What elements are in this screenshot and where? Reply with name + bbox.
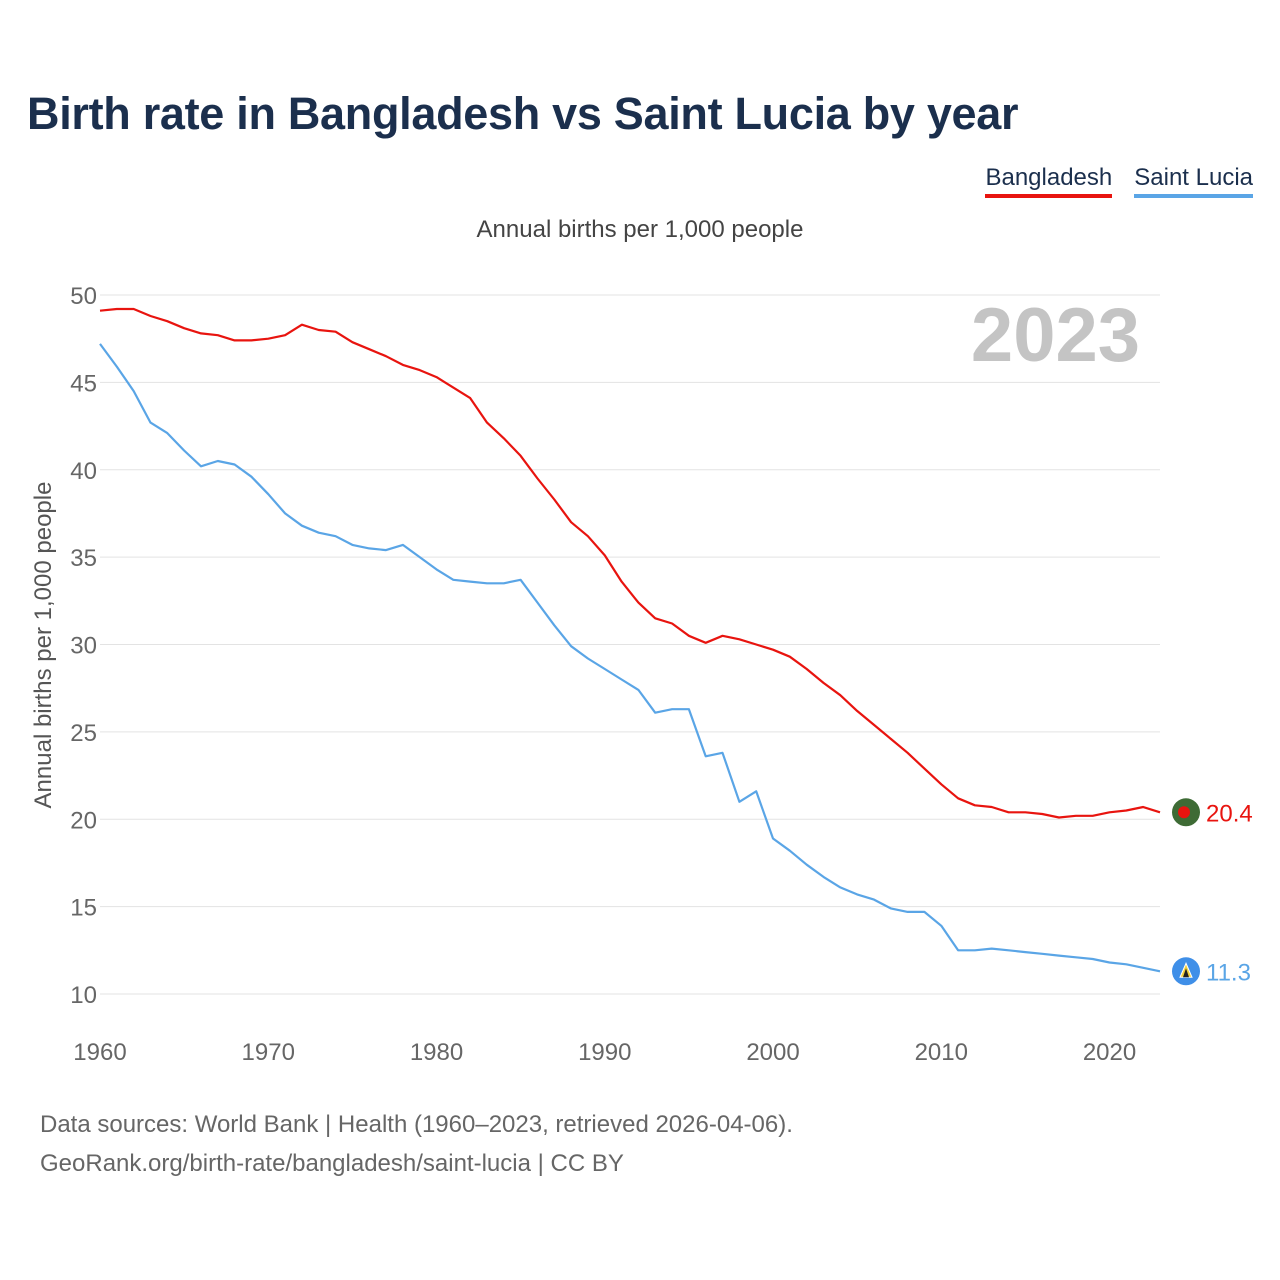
end-value-label: 11.3	[1206, 959, 1251, 986]
y-tick-label: 10	[70, 982, 97, 1009]
chart-title: Birth rate in Bangladesh vs Saint Lucia …	[27, 88, 1019, 139]
footer: Data sources: World Bank | Health (1960–…	[40, 1105, 793, 1183]
x-tick-label: 1970	[242, 1039, 295, 1066]
y-tick-label: 20	[70, 807, 97, 834]
x-tick-label: 2010	[915, 1039, 968, 1066]
y-tick-label: 35	[70, 545, 97, 572]
saint-lucia-flag-icon	[1172, 957, 1200, 986]
y-tick-label: 50	[70, 283, 97, 310]
source-link[interactable]: GeoRank.org/birth-rate/bangladesh/saint-…	[40, 1150, 624, 1177]
data-sources-note: Data sources: World Bank | Health (1960–…	[40, 1111, 793, 1138]
series-line-saint-lucia[interactable]	[99, 343, 1161, 973]
y-tick-label: 15	[70, 895, 97, 922]
y-tick-label: 30	[70, 633, 97, 660]
legend-item-bangladesh[interactable]: Bangladesh	[985, 164, 1113, 198]
legend: Bangladesh Saint Lucia	[985, 164, 1253, 198]
y-axis-label: Annual births per 1,000 people	[30, 482, 57, 809]
chart-subtitle: Annual births per 1,000 people	[476, 216, 804, 243]
bangladesh-flag-icon	[1172, 798, 1200, 827]
y-tick-label: 45	[70, 370, 97, 397]
x-tick-label: 2000	[746, 1039, 799, 1066]
x-tick-label: 2020	[1083, 1039, 1136, 1066]
end-value-label: 20.4	[1206, 800, 1253, 827]
series-line-bangladesh[interactable]	[99, 307, 1161, 819]
year-watermark: 2023	[971, 293, 1140, 378]
x-tick-label: 1960	[73, 1039, 126, 1066]
legend-item-saint-lucia[interactable]: Saint Lucia	[1134, 164, 1253, 198]
y-tick-label: 25	[70, 720, 97, 747]
x-tick-label: 1980	[410, 1039, 463, 1066]
y-tick-label: 40	[70, 458, 97, 485]
x-tick-label: 1990	[578, 1039, 631, 1066]
